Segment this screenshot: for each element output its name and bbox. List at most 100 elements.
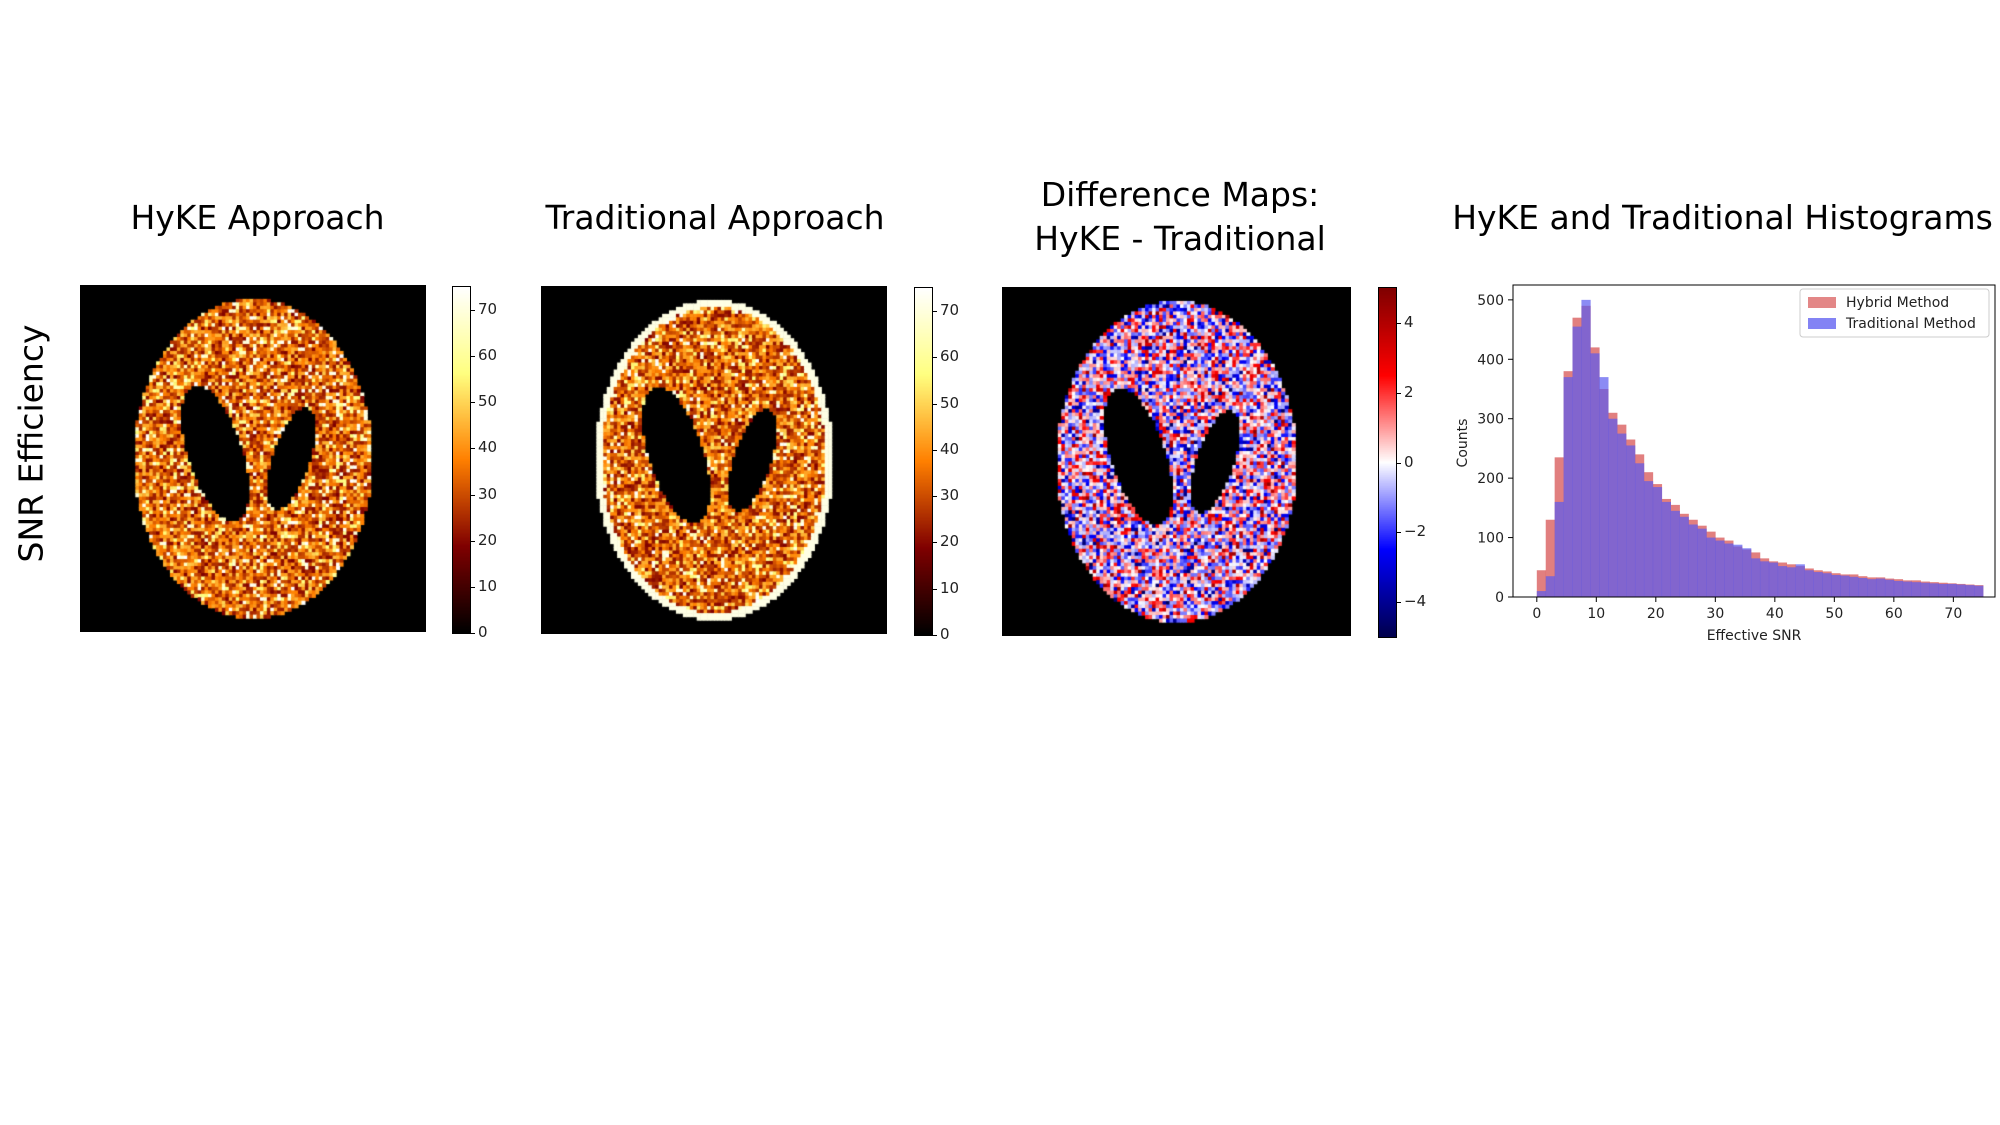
colorbar-tick-label: 30 [940, 486, 960, 505]
traditional-histogram-bar [1867, 579, 1877, 597]
colorbar-tick-mark [932, 449, 937, 451]
traditional-histogram-bar [1777, 566, 1788, 597]
histogram-chart: 0 10 20 30 40 50 60 70 0 100 200 300 400 500 Hybrid M… [1440, 275, 2000, 655]
colorbar-tick-mark [1396, 602, 1401, 604]
traditional-panel-title: Traditional Approach [545, 198, 885, 237]
histogram-frame [1512, 284, 1996, 598]
colorbar-tick-label: 40 [478, 438, 498, 457]
colorbar-tick-label: 60 [940, 347, 960, 366]
traditional-histogram-bar [1858, 577, 1868, 597]
histogram-ylabel: Counts [1455, 419, 1471, 468]
traditional-histogram-bar [1929, 583, 1939, 597]
histogram-panel-title: HyKE and Traditional Histograms [1452, 198, 1993, 237]
traditional-histogram-bar [1875, 578, 1886, 597]
hyke-colorbar-gradient [453, 287, 470, 633]
traditional-histogram-bar [1956, 584, 1966, 597]
colorbar-tick-mark [470, 448, 475, 450]
traditional-heatmap-canvas [541, 286, 887, 634]
traditional-histogram-bar [1786, 567, 1796, 597]
colorbar-tick-label: 2 [1404, 382, 1414, 401]
traditional-histogram-bar [1947, 583, 1957, 597]
colorbar-tick-label: 4 [1404, 312, 1414, 331]
traditional-histogram-bar [1581, 299, 1591, 597]
colorbar-tick-label: −4 [1404, 592, 1427, 611]
traditional-histogram-bar [1884, 579, 1895, 597]
colorbar-tick-mark [470, 633, 475, 634]
colorbar-tick-label: 70 [478, 300, 498, 319]
x-tick-label: 0 [1532, 606, 1541, 622]
colorbar-tick-mark [470, 586, 475, 588]
x-tick-label: 50 [1825, 606, 1843, 622]
traditional-histogram-bar [1822, 573, 1832, 597]
difference-panel-title-line2: HyKE - Traditional [1034, 219, 1326, 258]
traditional-histogram-bar [1840, 575, 1850, 597]
difference-colorbar-gradient [1379, 288, 1396, 637]
traditional-histogram-bar [1697, 528, 1707, 597]
traditional-histogram-bar [1759, 561, 1770, 597]
traditional-histogram-bar [1617, 433, 1627, 597]
traditional-histogram-bar [1706, 537, 1716, 597]
hybrid-histogram-bar [1536, 570, 1547, 597]
traditional-histogram-bar [1608, 418, 1618, 597]
colorbar-tick-mark [470, 356, 475, 358]
colorbar-tick-label: −2 [1404, 522, 1427, 541]
x-tick-label: 40 [1766, 606, 1784, 622]
traditional-histogram-bar [1893, 580, 1904, 597]
traditional-histogram-bar [1911, 582, 1921, 597]
y-tick-label: 0 [1495, 590, 1504, 606]
difference-panel-title-line1: Difference Maps: [1040, 175, 1320, 214]
difference-heatmap [1002, 287, 1351, 636]
hyke-heatmap-canvas [80, 285, 426, 632]
traditional-histogram-bar [1643, 481, 1654, 597]
traditional-heatmap [541, 286, 887, 634]
traditional-histogram-bar [1599, 377, 1609, 597]
y-tick-label: 500 [1477, 293, 1504, 309]
traditional-histogram-bar [1554, 501, 1564, 597]
colorbar-tick-mark [932, 357, 937, 359]
traditional-histogram-bar [1634, 463, 1645, 597]
colorbar-tick-label: 0 [940, 625, 950, 643]
legend-swatch-traditional [1808, 318, 1836, 329]
traditional-histogram-bar [1572, 326, 1582, 597]
colorbar-tick-label: 0 [1404, 452, 1414, 471]
colorbar-tick-mark [932, 542, 937, 544]
traditional-histogram-bar [1661, 501, 1671, 597]
traditional-histogram-bar [1626, 445, 1636, 597]
traditional-histogram-bar [1974, 585, 1984, 597]
colorbar-tick-label: 50 [940, 393, 960, 412]
traditional-histogram-bar [1715, 540, 1725, 597]
traditional-histogram-bar [1733, 544, 1743, 597]
traditional-histogram-bar [1563, 377, 1573, 597]
traditional-colorbar-gradient [915, 288, 932, 635]
colorbar-tick-label: 60 [478, 346, 498, 365]
traditional-histogram-bar [1742, 548, 1752, 597]
colorbar-tick-mark [932, 635, 937, 636]
colorbar-tick-label: 50 [478, 392, 498, 411]
traditional-histogram-bar [1652, 487, 1663, 597]
traditional-histogram-bar [1831, 575, 1841, 597]
traditional-colorbar [914, 287, 933, 636]
histogram-axes: 0 10 20 30 40 50 60 70 0 100 200 300 400 500 [1477, 284, 1996, 622]
x-tick-label: 70 [1944, 606, 1962, 622]
row-label: SNR Efficiency [11, 324, 51, 563]
x-tick-label: 10 [1587, 606, 1605, 622]
colorbar-tick-mark [1396, 532, 1401, 534]
colorbar-tick-mark [932, 496, 937, 498]
y-tick-label: 100 [1477, 531, 1504, 547]
colorbar-tick-mark [932, 311, 937, 313]
traditional-histogram-bar [1679, 516, 1689, 597]
colorbar-tick-mark [1396, 322, 1401, 324]
traditional-histogram-bar [1751, 558, 1761, 597]
difference-heatmap-canvas [1002, 287, 1351, 636]
hyke-heatmap [80, 285, 426, 632]
colorbar-tick-mark [470, 310, 475, 312]
colorbar-tick-mark [932, 403, 937, 405]
traditional-histogram-bar [1688, 524, 1698, 597]
colorbar-tick-label: 20 [478, 530, 498, 549]
y-tick-label: 300 [1477, 412, 1504, 428]
histogram-svg: 0 10 20 30 40 50 60 70 0 100 200 300 400 500 Hybrid M… [1455, 284, 1996, 644]
legend-label-traditional: Traditional Method [1845, 316, 1976, 332]
traditional-histogram-bar [1965, 585, 1975, 597]
colorbar-tick-mark [932, 588, 937, 590]
colorbar-tick-label: 40 [940, 439, 960, 458]
